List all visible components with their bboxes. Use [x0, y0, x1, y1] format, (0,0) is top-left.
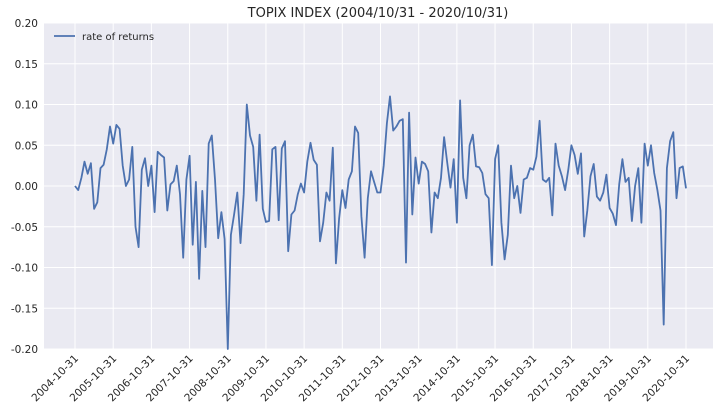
- y-tick-label: 0.20: [15, 18, 38, 30]
- series-line-rate-of-returns: [74, 95, 687, 350]
- y-tick-label: 0.00: [15, 181, 38, 193]
- y-tick-label: -0.15: [11, 303, 38, 315]
- y-gridlines: [44, 22, 713, 350]
- legend: rate of returns: [54, 32, 154, 43]
- y-tick-label: -0.20: [11, 344, 38, 356]
- legend-label: rate of returns: [82, 32, 154, 43]
- y-tick-label: -0.05: [11, 222, 38, 234]
- x-axis-ticks: 2004-10-312005-10-312006-10-312007-10-31…: [29, 353, 692, 405]
- chart-title: TOPIX INDEX (2004/10/31 - 2020/10/31): [247, 6, 509, 21]
- y-tick-label: 0.05: [15, 140, 38, 152]
- y-tick-label: 0.15: [15, 59, 38, 71]
- y-axis-ticks: -0.20 -0.15 -0.10 -0.05 0.00 0.05 0.10 0.15 0.20: [11, 18, 38, 356]
- y-tick-label: 0.10: [15, 100, 38, 112]
- series-group: [74, 95, 687, 350]
- y-tick-label: -0.10: [11, 263, 38, 275]
